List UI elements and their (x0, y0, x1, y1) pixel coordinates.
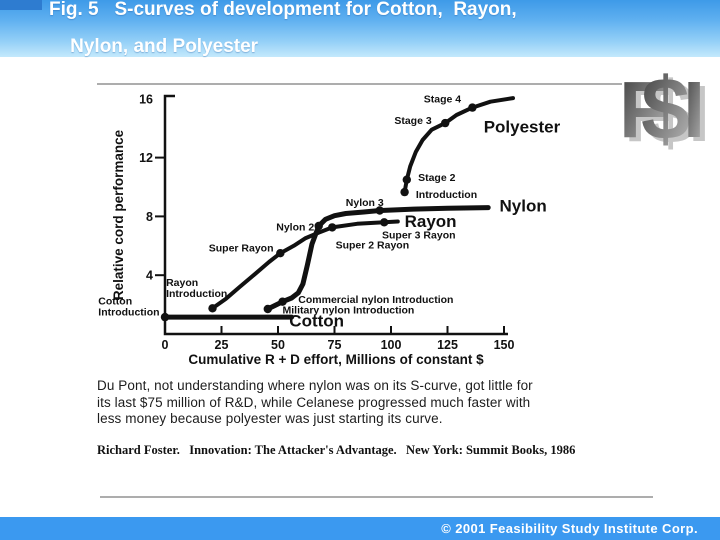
title-line-1: Fig. 5 S-curves of development for Cotto… (49, 0, 517, 20)
svg-text:150: 150 (494, 338, 515, 352)
svg-text:Relative cord performance: Relative cord performance (111, 129, 126, 300)
paragraph-line: less money because polyester was just st… (97, 411, 443, 426)
logo-letter-i: I (683, 65, 705, 150)
svg-text:Nylon: Nylon (500, 196, 547, 215)
svg-text:4: 4 (146, 269, 153, 283)
svg-text:125: 125 (437, 338, 458, 352)
body-paragraph: Du Pont, not understanding where nylon w… (97, 378, 605, 428)
svg-text:Cotton: Cotton (98, 296, 132, 308)
slide-header: Fig. 5 S-curves of development for Cotto… (0, 0, 720, 57)
svg-text:0: 0 (162, 338, 169, 352)
footer-bar: © 2001 Feasibility Study Institute Corp. (0, 517, 720, 540)
svg-text:Super 2 Rayon: Super 2 Rayon (336, 240, 410, 252)
svg-text:Commercial nylon Introduction: Commercial nylon Introduction (298, 294, 453, 306)
svg-text:Nylon 2: Nylon 2 (276, 221, 314, 233)
svg-text:Super Rayon: Super Rayon (209, 243, 274, 255)
logo-letter-f: F (619, 65, 668, 150)
s-curve-chart: 4 8 12 16 0 25 50 75 100 125 150 Relative cord perf… (98, 92, 561, 367)
svg-text:Rayon: Rayon (405, 212, 457, 231)
svg-text:Polyester: Polyester (484, 118, 561, 137)
svg-text:Introduction: Introduction (416, 189, 477, 201)
svg-text:16: 16 (139, 92, 153, 106)
paragraph-line: Du Pont, not understanding where nylon w… (97, 378, 533, 393)
svg-text:Rayon: Rayon (166, 277, 198, 289)
header-accent-bar (0, 0, 42, 10)
logo-shadow-letter-f: F (624, 69, 673, 150)
svg-text:Cumulative R + D effort, Milli: Cumulative R + D effort, Millions of con… (188, 352, 484, 367)
svg-text:Stage 3: Stage 3 (394, 115, 432, 127)
paragraph-line: its last $75 million of R&D, while Celan… (97, 394, 531, 410)
svg-text:Nylon 3: Nylon 3 (346, 197, 384, 209)
bottom-divider-line (100, 496, 653, 498)
svg-text:12: 12 (139, 151, 153, 165)
svg-text:Super 3 Rayon: Super 3 Rayon (382, 230, 456, 242)
svg-text:25: 25 (215, 338, 229, 352)
svg-text:8: 8 (146, 210, 153, 224)
svg-text:Military nylon Introduction: Military nylon Introduction (283, 304, 415, 316)
top-divider-line (97, 83, 622, 85)
copyright-text: © 2001 Feasibility Study Institute Corp. (441, 521, 698, 536)
logo-letter-dollar: $ (641, 59, 690, 150)
svg-text:Stage 4: Stage 4 (424, 94, 462, 106)
svg-text:75: 75 (328, 338, 342, 352)
logo-shadow-letter-i: I (688, 69, 710, 150)
citation: Richard Foster. Innovation: The Attacker… (97, 443, 576, 457)
svg-text:Introduction: Introduction (98, 307, 159, 319)
logo-shadow-letter-dollar: $ (646, 63, 695, 150)
svg-text:Stage 2: Stage 2 (418, 172, 456, 184)
svg-text:Introduction: Introduction (166, 288, 227, 300)
svg-text:Cotton: Cotton (289, 312, 344, 331)
slide-title: Fig. 5 S-curves of development for Cotto… (49, 0, 517, 57)
svg-text:100: 100 (381, 338, 402, 352)
title-line-2: Nylon, and Polyester (70, 36, 259, 57)
svg-text:50: 50 (271, 338, 285, 352)
fsi-logo: F $ I F $ I (619, 59, 710, 150)
